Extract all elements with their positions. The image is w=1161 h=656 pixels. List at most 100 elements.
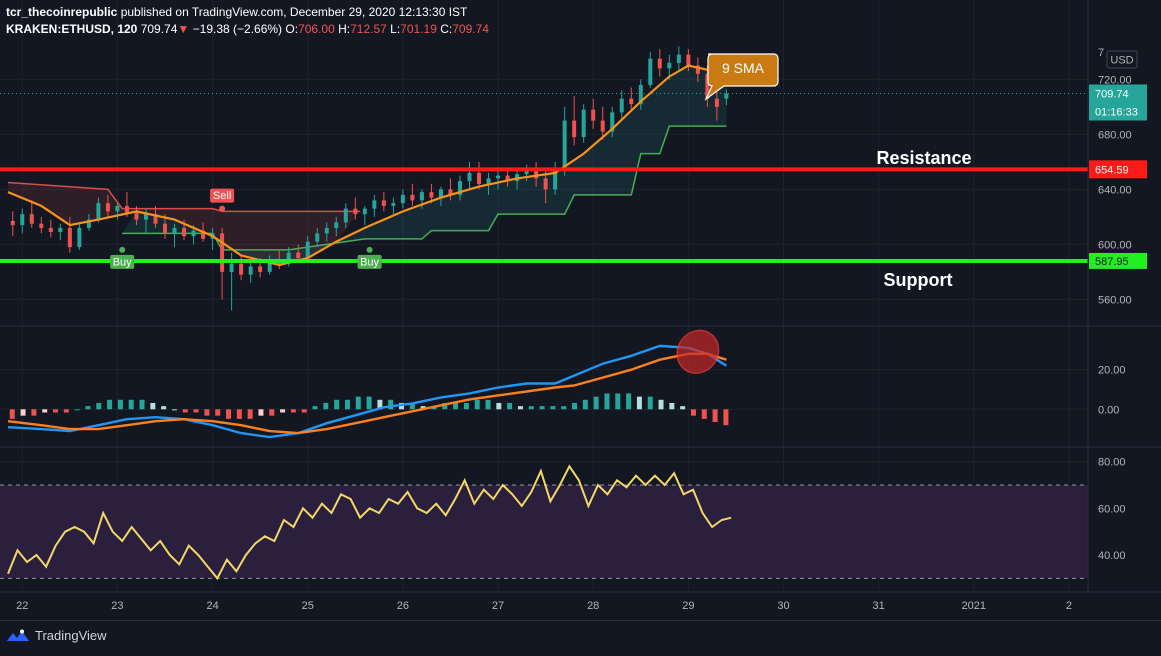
macd-histogram-bar bbox=[128, 399, 134, 410]
time-tick-label: 2021 bbox=[962, 600, 986, 612]
candle-body bbox=[77, 227, 82, 248]
macd-histogram-bar bbox=[453, 402, 459, 410]
sma-callout-text: 9 SMA bbox=[722, 60, 765, 76]
candle bbox=[657, 49, 662, 77]
resistance-label: Resistance bbox=[876, 148, 971, 168]
macd-pane[interactable] bbox=[7, 322, 729, 439]
macd-histogram-bar bbox=[647, 396, 653, 410]
macd-histogram-bar bbox=[507, 402, 513, 410]
candle bbox=[172, 223, 177, 248]
time-tick-label: 2 bbox=[1066, 600, 1072, 612]
macd-histogram-bar bbox=[658, 399, 664, 410]
signal-line bbox=[7, 352, 727, 435]
macd-histogram-bar bbox=[723, 409, 729, 426]
candle-body bbox=[724, 93, 729, 99]
macd-histogram-bar bbox=[204, 409, 210, 416]
time-tick-label: 26 bbox=[397, 600, 409, 612]
candle-body bbox=[10, 221, 15, 226]
macd-histogram-bar bbox=[626, 393, 632, 410]
annotations: Resistance Support 9 SMA bbox=[704, 53, 972, 290]
symbol-line: KRAKEN:ETHUSD, 120 709.74▼ −19.38 (−2.66… bbox=[6, 21, 489, 38]
candle bbox=[457, 175, 462, 201]
macd-histogram-bar bbox=[247, 409, 253, 419]
publisher-name[interactable]: tcr_thecoinrepublic bbox=[6, 5, 118, 19]
sma9-line bbox=[7, 64, 727, 267]
pane-separators[interactable] bbox=[0, 0, 1161, 593]
candle-body bbox=[562, 120, 567, 169]
candle-body bbox=[419, 192, 424, 201]
candle-body bbox=[258, 266, 263, 272]
macd-histogram-bar bbox=[701, 409, 707, 419]
macd-histogram-bar bbox=[420, 406, 426, 410]
price-pane[interactable]: Sell Buy Buy bbox=[0, 46, 1088, 311]
macd-histogram-bar bbox=[442, 402, 448, 410]
candle-body bbox=[248, 266, 253, 275]
macd-histogram-bar bbox=[377, 399, 383, 410]
candle-body bbox=[391, 203, 396, 206]
candle bbox=[572, 95, 577, 146]
candle-body bbox=[581, 109, 586, 138]
candle-body bbox=[543, 178, 548, 190]
macd-histogram-bar bbox=[334, 399, 340, 410]
macd-histogram-bar bbox=[572, 402, 578, 410]
symbol-name[interactable]: KRAKEN:ETHUSD, 120 bbox=[6, 22, 138, 36]
macd-histogram-bar bbox=[669, 402, 675, 410]
price-axis[interactable]: USD 7 720.00 680.00 640.00 600.00 560.00 20.00 0… bbox=[1089, 47, 1147, 562]
macd-histogram-bar bbox=[388, 399, 394, 410]
candle-body bbox=[362, 208, 367, 215]
macd-histogram-bar bbox=[485, 399, 491, 410]
candle bbox=[648, 51, 653, 88]
macd-histogram-bar bbox=[117, 399, 123, 410]
candle-body bbox=[267, 259, 272, 272]
candle bbox=[343, 203, 348, 228]
macd-histogram-bar bbox=[409, 402, 415, 410]
candle-body bbox=[572, 120, 577, 138]
close-label: C: bbox=[440, 22, 453, 36]
macd-histogram-bar bbox=[474, 399, 480, 410]
chart-canvas[interactable]: Sell Buy Buy USD 7 720.00 680.00 640.00 600.00 5… bbox=[0, 0, 1161, 620]
macd-histogram-bar bbox=[161, 406, 167, 410]
candle bbox=[362, 205, 367, 226]
rsi-pane[interactable] bbox=[0, 464, 1088, 581]
macd-histogram-bar bbox=[593, 396, 599, 410]
candle-body bbox=[486, 178, 491, 184]
candle bbox=[667, 54, 672, 80]
tradingview-logo[interactable]: TradingView bbox=[6, 628, 107, 643]
price-tick-label: 680.00 bbox=[1098, 129, 1132, 141]
candle-body bbox=[686, 54, 691, 66]
last-price-badge-bg bbox=[1089, 84, 1147, 103]
candle bbox=[96, 197, 101, 223]
time-tick-label: 27 bbox=[492, 600, 504, 612]
buy-tag-bg bbox=[357, 254, 382, 269]
macd-histogram-bar bbox=[182, 409, 188, 413]
candle-body bbox=[124, 205, 129, 213]
candle-body bbox=[67, 227, 72, 248]
candle bbox=[315, 227, 320, 248]
candle bbox=[296, 244, 301, 261]
close-value: 709.74 bbox=[452, 22, 489, 36]
resistance-badge-text: 654.59 bbox=[1095, 164, 1129, 176]
candle-body bbox=[648, 58, 653, 85]
rsi-line bbox=[7, 464, 732, 581]
time-axis[interactable]: 22 23 24 25 26 27 28 29 30 31 2021 2 bbox=[16, 600, 1072, 612]
candle-body bbox=[182, 227, 187, 237]
macd-histogram-bar bbox=[680, 406, 686, 410]
macd-histogram-bar bbox=[496, 402, 502, 410]
macd-histogram-bar bbox=[290, 409, 296, 413]
macd-histogram-bar bbox=[269, 409, 275, 416]
low-value: 701.19 bbox=[400, 22, 437, 36]
candle bbox=[29, 200, 34, 228]
candle-body bbox=[153, 214, 158, 224]
macd-histogram-bar bbox=[63, 409, 69, 413]
countdown-badge-text: 01:16:33 bbox=[1095, 106, 1138, 118]
candle-body bbox=[534, 170, 539, 179]
macd-histogram-bar bbox=[150, 402, 156, 410]
time-tick-label: 23 bbox=[111, 600, 123, 612]
candle-body bbox=[705, 73, 710, 99]
candle-body bbox=[496, 175, 501, 179]
support-badge-bg bbox=[1089, 252, 1147, 269]
macd-histogram-bar bbox=[9, 409, 15, 419]
candle-body bbox=[315, 233, 320, 242]
time-tick-label: 22 bbox=[16, 600, 28, 612]
tradingview-brand: TradingView bbox=[35, 628, 107, 643]
